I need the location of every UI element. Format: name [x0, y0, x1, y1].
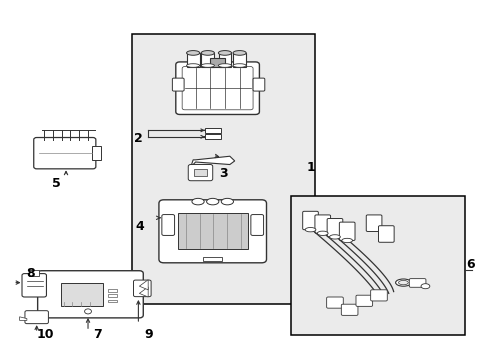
Bar: [92, 146, 101, 160]
FancyBboxPatch shape: [378, 226, 393, 242]
Ellipse shape: [395, 279, 410, 286]
Bar: [218, 53, 231, 67]
Ellipse shape: [221, 198, 233, 205]
Ellipse shape: [341, 238, 352, 243]
Text: 6: 6: [466, 258, 474, 271]
Ellipse shape: [191, 198, 204, 205]
FancyBboxPatch shape: [253, 78, 264, 91]
Polygon shape: [190, 156, 234, 167]
Ellipse shape: [218, 64, 231, 67]
FancyBboxPatch shape: [159, 200, 266, 263]
Text: 1: 1: [305, 161, 314, 174]
FancyBboxPatch shape: [339, 222, 354, 240]
FancyBboxPatch shape: [182, 67, 253, 110]
FancyBboxPatch shape: [188, 165, 212, 181]
Ellipse shape: [201, 50, 214, 55]
Polygon shape: [139, 280, 148, 290]
Ellipse shape: [305, 228, 315, 232]
Ellipse shape: [201, 64, 214, 67]
FancyBboxPatch shape: [38, 271, 143, 318]
Polygon shape: [139, 287, 148, 297]
Ellipse shape: [420, 284, 429, 289]
Ellipse shape: [218, 50, 231, 55]
Polygon shape: [20, 317, 27, 320]
Ellipse shape: [317, 231, 327, 235]
Text: 4: 4: [135, 220, 143, 233]
FancyBboxPatch shape: [326, 297, 343, 308]
Circle shape: [84, 309, 91, 314]
Text: 2: 2: [134, 132, 142, 145]
Ellipse shape: [186, 50, 199, 55]
Bar: [29, 270, 39, 276]
Ellipse shape: [329, 235, 340, 239]
Text: 8: 8: [26, 267, 35, 280]
Ellipse shape: [398, 280, 407, 285]
Ellipse shape: [206, 198, 219, 205]
Bar: [61, 283, 102, 306]
Text: 9: 9: [144, 328, 153, 341]
Bar: [210, 58, 224, 67]
FancyBboxPatch shape: [133, 280, 151, 297]
FancyBboxPatch shape: [355, 295, 372, 306]
Bar: [194, 169, 206, 176]
FancyBboxPatch shape: [370, 290, 386, 301]
Bar: [107, 294, 117, 297]
FancyBboxPatch shape: [162, 215, 174, 235]
FancyBboxPatch shape: [314, 215, 330, 233]
FancyBboxPatch shape: [341, 304, 357, 315]
Ellipse shape: [232, 64, 245, 67]
FancyBboxPatch shape: [176, 62, 259, 114]
Bar: [203, 257, 222, 261]
FancyBboxPatch shape: [408, 279, 425, 287]
Text: 10: 10: [37, 328, 54, 341]
Bar: [204, 134, 220, 139]
FancyBboxPatch shape: [34, 138, 96, 169]
Ellipse shape: [232, 50, 245, 55]
Bar: [186, 53, 199, 67]
FancyBboxPatch shape: [326, 219, 342, 237]
Bar: [290, 196, 464, 335]
Bar: [204, 128, 220, 133]
Bar: [107, 289, 117, 292]
FancyBboxPatch shape: [250, 215, 263, 235]
FancyBboxPatch shape: [302, 211, 318, 230]
Text: 5: 5: [52, 177, 61, 190]
FancyBboxPatch shape: [25, 311, 48, 324]
FancyBboxPatch shape: [366, 215, 381, 231]
Bar: [201, 53, 214, 67]
Bar: [107, 300, 117, 302]
Text: 7: 7: [93, 328, 102, 341]
Bar: [233, 53, 245, 67]
Text: 3: 3: [219, 167, 228, 180]
FancyBboxPatch shape: [22, 274, 46, 297]
Bar: [132, 34, 315, 304]
Ellipse shape: [186, 64, 199, 67]
FancyBboxPatch shape: [172, 78, 183, 91]
Bar: [177, 213, 248, 249]
